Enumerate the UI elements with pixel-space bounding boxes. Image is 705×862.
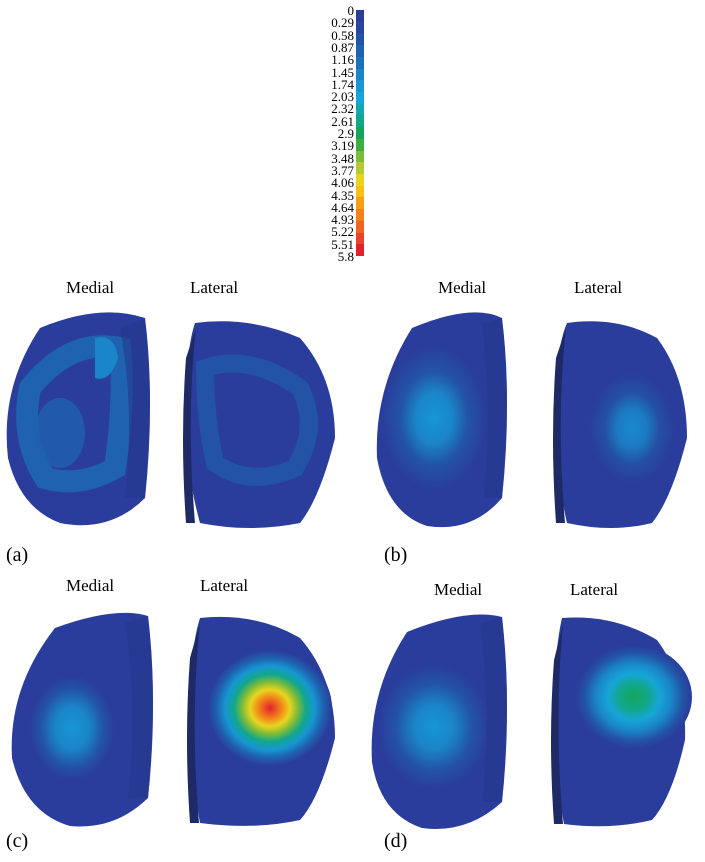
color-scale-tick-label: 5.51 xyxy=(331,236,354,252)
color-scale-tick-label: 2.32 xyxy=(331,101,354,117)
color-scale-swatch xyxy=(356,174,364,187)
color-scale-tick-label: 0.58 xyxy=(331,27,354,43)
color-scale-tick-label: 2.03 xyxy=(331,89,354,105)
panel-tag: (d) xyxy=(384,830,408,852)
color-scale-tick-label: 4.06 xyxy=(331,175,354,191)
contact-map-a xyxy=(6,312,335,528)
color-scale-tick-label: 1.16 xyxy=(331,52,354,68)
panel-c: Medial Lateral (c) xyxy=(0,568,352,858)
color-scale-tick-label: 4.64 xyxy=(331,199,354,215)
color-scale-tick-label: 2.9 xyxy=(337,126,354,141)
color-scale-swatch xyxy=(356,103,364,116)
color-scale-swatch xyxy=(356,45,364,58)
color-scale-tick-label: 2.61 xyxy=(331,113,354,129)
medial-label: Medial xyxy=(438,278,487,297)
medial-label: Medial xyxy=(434,580,483,599)
lateral-label: Lateral xyxy=(190,278,239,297)
color-scale-tick-label: 1.74 xyxy=(331,76,354,92)
color-scale-swatch xyxy=(356,244,364,257)
color-scale-tick-label: 0 xyxy=(347,3,355,18)
color-scale-tick-label: 4.93 xyxy=(331,212,354,228)
color-scale-swatch xyxy=(356,197,364,210)
color-scale-tick-label: 4.35 xyxy=(331,187,354,203)
color-scale-legend: 0 0.29 0.58 0.87 1.16 1.45 1.74 2.03 2.32 2.61 2.9… xyxy=(310,4,370,266)
color-scale-swatch xyxy=(356,68,364,81)
color-scale-swatch xyxy=(356,220,364,234)
color-scale-swatch xyxy=(356,232,364,245)
panel-tag: (a) xyxy=(6,544,29,566)
medial-label: Medial xyxy=(66,576,115,595)
color-scale-swatch xyxy=(356,21,364,34)
color-scale-swatch xyxy=(356,10,364,23)
color-scale-swatch xyxy=(356,209,364,222)
contact-map-c xyxy=(11,612,335,827)
color-scale-tick-label: 0.29 xyxy=(331,15,354,31)
color-scale-swatch xyxy=(356,33,364,46)
color-scale-tick-label: 1.45 xyxy=(331,64,354,80)
lateral-label: Lateral xyxy=(570,580,619,599)
contact-map-b xyxy=(376,312,687,528)
panel-a: Medial Lateral (a) xyxy=(0,270,352,566)
panel-d: Medial Lateral (d) xyxy=(352,568,704,858)
color-scale-swatch xyxy=(356,80,364,93)
color-scale-swatch xyxy=(356,138,364,152)
color-scale-tick-label: 0.87 xyxy=(331,39,354,55)
color-scale-tick-label: 3.48 xyxy=(331,150,354,166)
color-scale-tick-label: 3.77 xyxy=(331,162,354,178)
lateral-label: Lateral xyxy=(574,278,623,297)
color-scale-swatch xyxy=(356,127,364,140)
color-scale-tick-label: 5.22 xyxy=(331,224,354,240)
color-scale-tick-label: 3.19 xyxy=(331,138,354,154)
color-scale-swatch xyxy=(356,185,364,198)
color-scale-swatch xyxy=(356,56,364,70)
color-scale-swatch xyxy=(356,162,364,175)
color-scale-bar xyxy=(356,10,364,257)
color-scale-tick-label: 5.8 xyxy=(337,249,354,264)
color-scale-swatch xyxy=(356,92,364,105)
panel-tag: (b) xyxy=(384,544,408,566)
panel-b: Medial Lateral (b) xyxy=(352,270,704,566)
lateral-label: Lateral xyxy=(200,576,249,595)
color-scale-swatch xyxy=(356,150,364,163)
medial-label: Medial xyxy=(66,278,115,297)
panel-tag: (c) xyxy=(6,830,29,852)
contact-map-d xyxy=(371,614,692,829)
color-scale-swatch xyxy=(356,115,364,128)
